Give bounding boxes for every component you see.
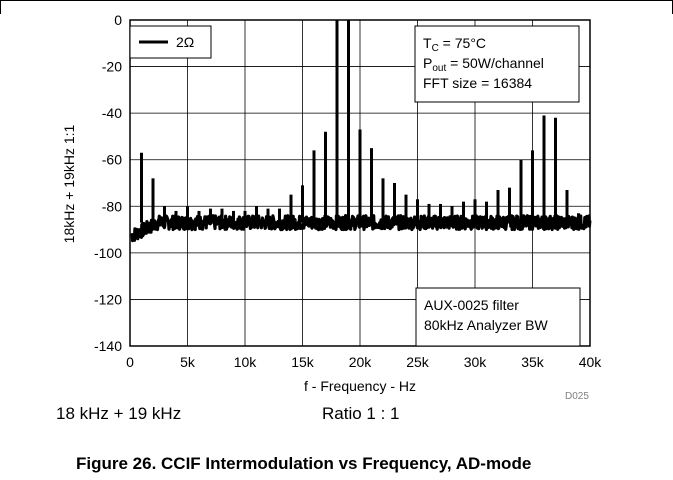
legend: 2Ω bbox=[129, 25, 212, 59]
filter-box-frame bbox=[415, 287, 581, 347]
chart: 0 -20 -40 -60 -80 -100 -120 -140 0 5k 10k 15k 20k 25… bbox=[61, 12, 602, 400]
y-tick-label: 0 bbox=[114, 12, 122, 28]
x-tick-label: 0 bbox=[126, 354, 134, 370]
figure-code: D025 bbox=[565, 391, 589, 400]
legend-label: 2Ω bbox=[176, 34, 194, 50]
frame-left-rule bbox=[0, 0, 1, 14]
condition-line-3: FFT size = 16384 bbox=[423, 75, 532, 91]
y-axis-label: 18kHz + 19kHz 1:1 bbox=[61, 124, 77, 243]
x-tick-labels: 0 5k 10k 15k 20k 25k 30k 35k 40k bbox=[126, 354, 602, 370]
y-tick-label: -20 bbox=[102, 59, 122, 75]
series-trace-layer bbox=[130, 20, 592, 243]
x-axis-label: f - Frequency - Hz bbox=[304, 378, 416, 394]
conditions-box: TC = 75°C Pout = 50W/channel FFT size = … bbox=[414, 25, 580, 103]
filter-box: AUX-0025 filter 80kHz Analyzer BW bbox=[415, 287, 581, 347]
filter-line-1: AUX-0025 filter bbox=[424, 297, 519, 313]
y-tick-label: -140 bbox=[94, 338, 122, 354]
figure-caption: Figure 26. CCIF Intermodulation vs Frequ… bbox=[76, 454, 532, 473]
x-tick-label: 30k bbox=[464, 354, 488, 370]
plot-border bbox=[129, 19, 591, 347]
y-tick-label: -100 bbox=[94, 245, 122, 261]
condition-line-1: TC = 75°C bbox=[423, 35, 486, 54]
y-tick-labels: 0 -20 -40 -60 -80 -100 -120 -140 bbox=[94, 12, 122, 354]
y-tick-label: -60 bbox=[102, 152, 122, 168]
x-tick-label: 15k bbox=[291, 354, 315, 370]
x-tick-label: 25k bbox=[406, 354, 430, 370]
y-tick-label: -80 bbox=[102, 198, 122, 214]
y-tick-label: -40 bbox=[102, 105, 122, 121]
conditions-box-frame bbox=[414, 25, 580, 103]
caption-signal: 18 kHz + 19 kHz bbox=[56, 404, 182, 423]
condition-line-2: Pout = 50W/channel bbox=[423, 55, 544, 74]
x-tick-label: 35k bbox=[521, 354, 545, 370]
x-tick-label: 10k bbox=[234, 354, 258, 370]
x-tick-label: 5k bbox=[180, 354, 196, 370]
caption-ratio: Ratio 1 : 1 bbox=[322, 404, 400, 423]
frame-top-rule bbox=[0, 0, 673, 1]
y-tick-label: -120 bbox=[94, 291, 122, 307]
x-tick-label: 20k bbox=[349, 354, 373, 370]
x-tick-label: 40k bbox=[579, 354, 603, 370]
filter-line-2: 80kHz Analyzer BW bbox=[424, 317, 548, 333]
